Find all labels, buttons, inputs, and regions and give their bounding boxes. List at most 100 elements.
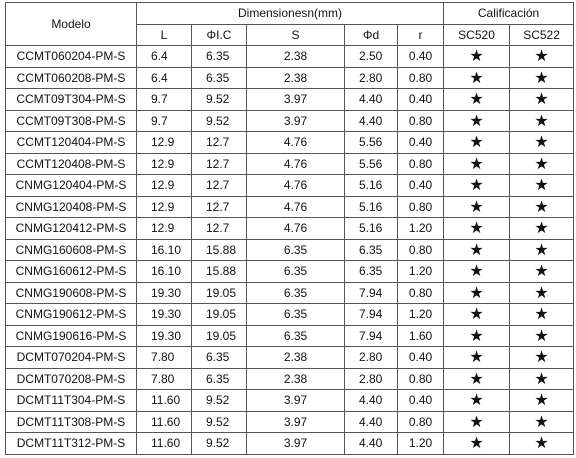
rating-header: Calificación [443, 2, 575, 25]
model-cell: CCMT09T304-PM-S [5, 88, 137, 111]
value-cell: 6.35 [246, 303, 345, 326]
model-cell: DCMT11T312-PM-S [5, 432, 137, 455]
model-cell: CNMG120408-PM-S [5, 195, 137, 218]
value-cell: 6.35 [246, 238, 345, 261]
table-row: CNMG120408-PM-S 12.9 12.7 4.76 5.16 0.80 ★ ★ [5, 195, 575, 218]
column-header: S [246, 23, 345, 46]
rating-cell: ★ [443, 88, 511, 111]
model-cell: CNMG190616-PM-S [5, 324, 137, 347]
model-cell: CCMT060208-PM-S [5, 66, 137, 89]
model-cell: CNMG190608-PM-S [5, 281, 137, 304]
rating-cell: ★ [443, 45, 511, 68]
rating-cell: ★ [509, 389, 575, 412]
value-cell: 9.52 [191, 410, 247, 433]
value-cell: 12.9 [136, 152, 192, 175]
value-cell: 12.7 [191, 195, 247, 218]
value-cell: 7.94 [344, 324, 398, 347]
rating-cell: ★ [509, 152, 575, 175]
value-cell: 6.35 [246, 324, 345, 347]
table-head: Modelo Dimensionesn(mm) Calificación L ΦI… [5, 2, 575, 46]
column-header: SC522 [509, 23, 575, 46]
value-cell: 19.30 [136, 303, 192, 326]
value-cell: 11.60 [136, 410, 192, 433]
value-cell: 6.35 [344, 260, 398, 283]
table-row: CCMT09T304-PM-S 9.7 9.52 3.97 4.40 0.40 ★ ★ [5, 88, 575, 111]
value-cell: 4.40 [344, 410, 398, 433]
model-cell: CCMT120404-PM-S [5, 131, 137, 154]
model-cell: CNMG190612-PM-S [5, 303, 137, 326]
value-cell: 9.52 [191, 109, 247, 132]
value-cell: 0.80 [396, 109, 445, 132]
table-row: CNMG190608-PM-S 19.30 19.05 6.35 7.94 0.80 ★ ★ [5, 281, 575, 304]
value-cell: 0.80 [396, 195, 445, 218]
value-cell: 4.40 [344, 88, 398, 111]
model-cell: DCMT11T308-PM-S [5, 410, 137, 433]
model-header: Modelo [5, 2, 137, 46]
rating-cell: ★ [509, 195, 575, 218]
value-cell: 4.76 [246, 195, 345, 218]
rating-cell: ★ [509, 45, 575, 68]
value-cell: 3.97 [246, 389, 345, 412]
model-cell: CNMG160608-PM-S [5, 238, 137, 261]
rating-cell: ★ [509, 238, 575, 261]
rating-cell: ★ [443, 217, 511, 240]
value-cell: 4.76 [246, 174, 345, 197]
rating-cell: ★ [509, 367, 575, 390]
model-cell: CNMG160612-PM-S [5, 260, 137, 283]
value-cell: 0.80 [396, 367, 445, 390]
value-cell: 6.4 [136, 45, 192, 68]
table-row: CCMT060204-PM-S 6.4 6.35 2.38 2.50 0.40 ★ ★ [5, 45, 575, 68]
table-row: CNMG190616-PM-S 19.30 19.05 6.35 7.94 1.60 ★ ★ [5, 324, 575, 347]
value-cell: 6.35 [191, 45, 247, 68]
value-cell: 19.30 [136, 324, 192, 347]
value-cell: 0.80 [396, 281, 445, 304]
value-cell: 19.05 [191, 281, 247, 304]
table-row: CCMT09T308-PM-S 9.7 9.52 3.97 4.40 0.80 ★ ★ [5, 109, 575, 132]
value-cell: 2.80 [344, 346, 398, 369]
value-cell: 1.20 [396, 432, 445, 455]
rating-cell: ★ [443, 346, 511, 369]
value-cell: 3.97 [246, 432, 345, 455]
value-cell: 16.10 [136, 260, 192, 283]
value-cell: 9.52 [191, 88, 247, 111]
value-cell: 2.38 [246, 367, 345, 390]
rating-cell: ★ [509, 260, 575, 283]
value-cell: 2.38 [246, 66, 345, 89]
table-row: CNMG190612-PM-S 19.30 19.05 6.35 7.94 1.20 ★ ★ [5, 303, 575, 326]
rating-cell: ★ [443, 174, 511, 197]
value-cell: 12.7 [191, 174, 247, 197]
value-cell: 7.80 [136, 346, 192, 369]
rating-cell: ★ [443, 389, 511, 412]
value-cell: 9.7 [136, 88, 192, 111]
value-cell: 6.35 [246, 281, 345, 304]
rating-cell: ★ [509, 109, 575, 132]
value-cell: 15.88 [191, 238, 247, 261]
column-header: L [136, 23, 192, 46]
value-cell: 1.20 [396, 303, 445, 326]
rating-cell: ★ [443, 260, 511, 283]
value-cell: 5.16 [344, 195, 398, 218]
rating-cell: ★ [443, 432, 511, 455]
rating-cell: ★ [443, 303, 511, 326]
table-row: CNMG160608-PM-S 16.10 15.88 6.35 6.35 0.80 ★ ★ [5, 238, 575, 261]
value-cell: 5.16 [344, 174, 398, 197]
value-cell: 1.20 [396, 260, 445, 283]
rating-cell: ★ [443, 324, 511, 347]
value-cell: 7.80 [136, 367, 192, 390]
rating-cell: ★ [509, 432, 575, 455]
table-row: CCMT120408-PM-S 12.9 12.7 4.76 5.56 0.80 ★ ★ [5, 152, 575, 175]
rating-cell: ★ [443, 152, 511, 175]
model-cell: DCMT11T304-PM-S [5, 389, 137, 412]
value-cell: 0.80 [396, 410, 445, 433]
value-cell: 5.56 [344, 131, 398, 154]
column-header: SC520 [443, 23, 511, 46]
rating-cell: ★ [509, 174, 575, 197]
table-body: CCMT060204-PM-S 6.4 6.35 2.38 2.50 0.40 ★ ★ CCMT… [5, 45, 575, 455]
value-cell: 5.16 [344, 217, 398, 240]
value-cell: 4.40 [344, 109, 398, 132]
value-cell: 15.88 [191, 260, 247, 283]
rating-cell: ★ [509, 88, 575, 111]
value-cell: 2.38 [246, 45, 345, 68]
value-cell: 6.35 [344, 238, 398, 261]
